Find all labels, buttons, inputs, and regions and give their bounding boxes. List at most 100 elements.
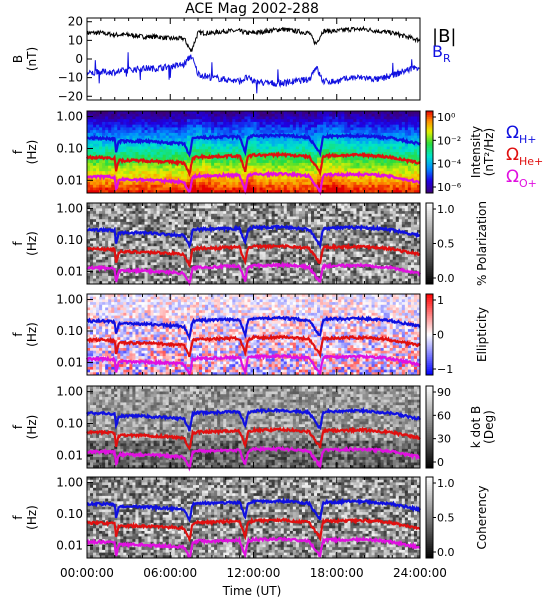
polarization-cell [208,235,212,239]
power-cell [353,119,357,123]
polarization-cell [138,275,142,279]
power-cell [320,111,324,115]
power-cell [87,116,91,120]
power-cell [226,132,230,136]
polarization-cell [220,219,224,223]
power-cell [174,182,179,186]
power-cell [359,157,363,161]
polarization-cell [214,213,218,217]
power-cell [244,132,248,136]
power-cell [165,116,170,120]
polarization-ylabel-0: f [11,241,25,246]
power-cell [108,182,112,186]
power-cell [389,179,394,183]
power-cell [401,152,406,156]
polarization-cell [205,273,209,277]
polarization-cell [114,262,118,266]
power-cell [371,176,375,180]
power-cell [338,124,342,128]
power-cell [171,168,176,172]
polarization-cell [87,203,91,207]
polarization-cell [87,213,91,217]
polarization-cell [232,275,236,279]
polarization-cell [90,281,94,285]
power-cell [416,138,421,142]
power-cell [144,162,148,167]
polarization-cell [202,203,206,207]
power-cell [135,132,139,136]
polarization-cell [235,219,239,223]
polarization-cell [168,208,173,212]
power-cell [147,135,151,139]
polarization-cell [99,235,103,239]
polarization-cell [226,281,230,285]
power-cell [102,162,106,167]
power-cell [292,190,297,194]
polarization-cell [123,278,127,282]
power-cell [338,149,342,153]
power-cell [214,149,218,153]
power-cell [374,138,379,142]
power-cell [392,171,397,175]
power-cell [99,179,103,183]
power-cell [271,190,276,194]
polarization-cell [114,219,118,223]
power-cell [99,157,103,161]
polarization-cell [111,203,115,207]
power-cell [277,187,282,191]
power-cell [298,149,303,153]
power-cell [389,124,394,128]
power-cell [377,113,382,117]
polarization-cell [144,221,148,225]
legend-b-radial: BR [432,42,451,65]
polarization-cell [202,257,206,261]
power-cell [341,182,345,186]
power-cell [253,132,257,136]
power-cell [311,111,315,115]
power-cell [380,168,385,172]
power-colorbar-swatch [426,139,433,143]
polarization-cell [93,203,97,207]
polarization-cell [120,259,124,263]
polarization-cell [186,267,191,271]
power-cell [244,121,248,126]
polarization-cell [156,224,161,228]
power-cell [202,119,206,123]
power-cell [265,184,270,188]
power-cell [344,124,348,128]
power-cell [377,187,382,191]
power-cell [271,119,276,123]
power-cell [150,162,154,167]
power-cell [383,141,388,145]
power-cell [259,182,263,186]
polarization-cell [205,235,209,239]
power-cell [301,152,306,156]
polarization-cell [168,248,173,252]
power-cell [99,149,103,153]
polarization-cell [195,267,200,271]
power-cell [283,160,288,164]
power-cell [410,113,415,117]
power-cell [96,111,100,115]
polarization-cell [202,254,206,258]
polarization-cell [171,224,176,228]
power-cell [371,179,375,183]
power-cell [332,111,336,115]
polarization-cell [208,224,212,228]
power-cell [329,121,333,126]
polarization-cell [117,211,121,215]
polarization-cell [192,219,197,223]
power-cell [407,111,412,115]
power-cell [174,168,179,172]
power-cell [247,182,251,186]
power-cell [277,168,282,172]
polarization-cell [108,208,112,212]
power-cell [301,111,306,115]
power-cell [380,165,385,169]
polarization-cell [129,232,133,236]
power-cell [229,127,233,131]
power-cell [350,121,354,126]
power-cell [286,162,291,167]
polarization-cell [138,224,142,228]
power-cell [102,146,106,150]
